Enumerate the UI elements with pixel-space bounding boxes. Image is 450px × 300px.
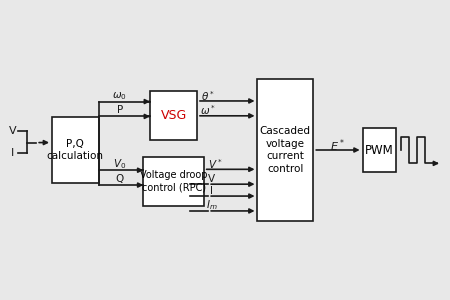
Text: PWM: PWM [365, 143, 394, 157]
Text: Q: Q [116, 174, 124, 184]
FancyBboxPatch shape [150, 91, 197, 140]
Text: $\theta^*$: $\theta^*$ [201, 89, 215, 103]
Text: I: I [11, 148, 14, 158]
Text: $\omega^*$: $\omega^*$ [200, 103, 216, 117]
FancyBboxPatch shape [52, 117, 99, 183]
Text: Voltage droop
control (RPC): Voltage droop control (RPC) [140, 170, 207, 192]
Text: V: V [9, 126, 16, 136]
Text: $V^*$: $V^*$ [207, 157, 222, 171]
Text: $E^*$: $E^*$ [330, 137, 346, 154]
Text: V: V [208, 174, 216, 184]
Text: $\omega_0$: $\omega_0$ [112, 90, 127, 101]
Text: $I_m$: $I_m$ [206, 199, 218, 212]
Text: P: P [117, 106, 123, 116]
FancyBboxPatch shape [257, 79, 313, 221]
FancyBboxPatch shape [363, 128, 396, 172]
Text: Cascaded
voltage
current
control: Cascaded voltage current control [260, 126, 311, 174]
Text: VSG: VSG [161, 109, 187, 122]
FancyBboxPatch shape [144, 157, 204, 206]
Text: I: I [210, 186, 213, 196]
Text: P,Q
calculation: P,Q calculation [47, 139, 104, 161]
Text: $V_0$: $V_0$ [113, 158, 126, 171]
